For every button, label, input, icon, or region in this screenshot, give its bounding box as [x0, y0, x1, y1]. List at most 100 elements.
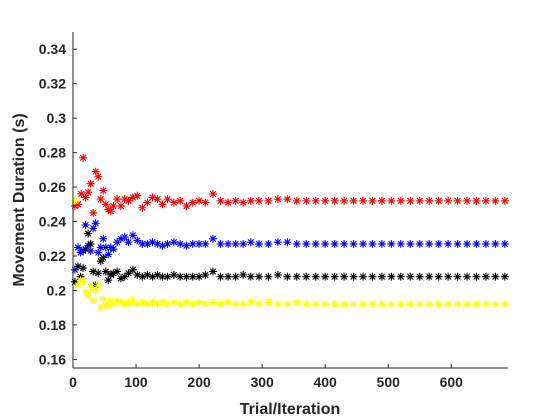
data-point	[255, 272, 263, 281]
data-point	[86, 239, 95, 248]
data-point	[246, 298, 255, 307]
data-point	[453, 300, 462, 309]
data-point	[463, 300, 471, 309]
data-point	[273, 271, 282, 279]
data-point	[453, 239, 462, 248]
data-point	[359, 272, 367, 281]
data-point	[201, 271, 210, 279]
data-point	[84, 229, 93, 238]
data-point	[500, 300, 509, 309]
data-point	[340, 239, 349, 248]
x-tick-label: 400	[313, 374, 337, 390]
data-point	[231, 239, 240, 248]
data-point	[148, 193, 157, 202]
y-tick-label: 0.24	[39, 214, 66, 230]
data-point	[231, 300, 240, 309]
data-point	[138, 203, 147, 212]
data-point	[283, 238, 292, 247]
data-point	[239, 239, 248, 248]
data-point	[444, 196, 453, 205]
data-point	[425, 196, 434, 205]
y-tick-label: 0.32	[39, 76, 66, 92]
data-point	[283, 300, 292, 309]
data-point	[377, 196, 386, 205]
data-point	[359, 300, 367, 309]
data-point	[481, 300, 490, 309]
data-point	[81, 221, 90, 229]
data-point	[368, 300, 377, 309]
data-point	[96, 195, 105, 204]
data-point	[176, 272, 185, 281]
data-point	[143, 239, 152, 248]
data-point	[195, 298, 204, 307]
x-axis-label: Trial/Iteration	[240, 401, 340, 418]
data-point	[99, 253, 108, 262]
axes	[72, 32, 508, 369]
data-point	[104, 250, 113, 259]
data-point	[104, 300, 113, 309]
data-point	[292, 272, 301, 281]
data-point	[79, 153, 88, 162]
data-point	[377, 272, 386, 281]
data-point	[188, 272, 197, 281]
data-point	[246, 196, 255, 205]
data-point	[143, 271, 152, 279]
data-point	[368, 272, 377, 281]
data-point	[169, 298, 178, 307]
data-point	[415, 196, 424, 205]
data-point	[387, 272, 396, 281]
data-point	[158, 272, 167, 281]
data-point	[415, 239, 424, 248]
data-point	[188, 239, 197, 248]
data-point	[302, 300, 311, 309]
data-point	[169, 238, 178, 247]
data-point	[396, 239, 405, 248]
data-point	[138, 272, 147, 281]
data-point	[255, 196, 263, 205]
data-point	[176, 300, 185, 309]
x-tick-label: 600	[440, 374, 464, 390]
data-point	[116, 202, 125, 210]
data-point	[321, 239, 330, 248]
data-point	[94, 269, 103, 278]
data-point	[264, 272, 273, 281]
y-tick-label: 0.26	[39, 179, 66, 195]
data-point	[359, 239, 367, 248]
data-point	[209, 190, 217, 198]
data-point	[96, 303, 105, 312]
data-point	[133, 191, 142, 200]
data-point	[368, 239, 377, 248]
data-point	[84, 291, 93, 300]
data-point	[321, 196, 330, 205]
data-point	[158, 298, 167, 307]
data-point	[99, 234, 108, 243]
data-point	[396, 196, 405, 205]
data-point	[153, 195, 162, 204]
series-layer	[70, 153, 509, 312]
data-point	[109, 245, 118, 254]
series-1	[70, 153, 509, 217]
data-point	[425, 239, 434, 248]
data-point	[143, 198, 152, 207]
data-point	[158, 241, 167, 250]
data-point	[91, 219, 100, 228]
data-point	[153, 271, 162, 279]
data-point	[425, 300, 434, 309]
data-point	[444, 300, 453, 309]
data-point	[195, 239, 204, 248]
data-point	[101, 267, 110, 276]
data-point	[292, 239, 301, 248]
y-axis-label: Movement Duration (s)	[11, 113, 28, 286]
data-point	[311, 300, 320, 309]
x-tick-label: 500	[377, 374, 401, 390]
data-point	[491, 300, 500, 309]
data-point	[377, 239, 386, 248]
y-ticks: 0.16 0.18 0.2 0.22 0.24 0.26 0.28 0.3 0.32 0.34	[39, 41, 77, 367]
data-point	[472, 196, 481, 205]
data-point	[311, 196, 320, 205]
data-point	[330, 300, 339, 309]
data-point	[153, 300, 162, 309]
data-point	[349, 239, 358, 248]
data-point	[163, 195, 172, 204]
